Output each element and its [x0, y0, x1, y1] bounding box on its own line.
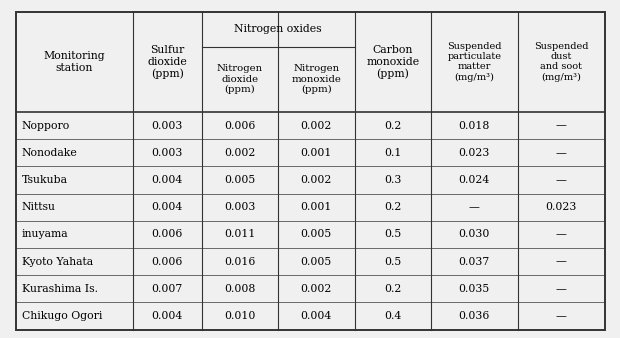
Text: 0.007: 0.007	[151, 284, 183, 294]
Text: Carbon
monoxide
(ppm): Carbon monoxide (ppm)	[366, 45, 419, 79]
Text: Monitoring
station: Monitoring station	[43, 51, 105, 73]
Text: —: —	[556, 121, 567, 130]
Text: 0.011: 0.011	[224, 230, 255, 239]
Text: 0.5: 0.5	[384, 230, 401, 239]
Text: 0.006: 0.006	[151, 230, 183, 239]
Text: 0.004: 0.004	[151, 202, 183, 212]
Text: Chikugo Ogori: Chikugo Ogori	[22, 311, 102, 321]
Text: 0.5: 0.5	[384, 257, 401, 267]
Text: 0.005: 0.005	[301, 230, 332, 239]
Text: 0.3: 0.3	[384, 175, 401, 185]
Text: —: —	[469, 202, 480, 212]
Text: 0.010: 0.010	[224, 311, 255, 321]
Text: 0.1: 0.1	[384, 148, 401, 158]
Text: 0.004: 0.004	[151, 175, 183, 185]
Text: 0.2: 0.2	[384, 202, 401, 212]
Text: 0.024: 0.024	[459, 175, 490, 185]
Text: Sulfur
dioxide
(ppm): Sulfur dioxide (ppm)	[148, 45, 187, 79]
Text: 0.002: 0.002	[301, 284, 332, 294]
Text: 0.003: 0.003	[151, 121, 183, 130]
Text: 0.001: 0.001	[301, 148, 332, 158]
Text: Nopporo: Nopporo	[22, 121, 70, 130]
Text: Tsukuba: Tsukuba	[22, 175, 68, 185]
Text: —: —	[556, 284, 567, 294]
Text: 0.023: 0.023	[546, 202, 577, 212]
Text: 0.005: 0.005	[224, 175, 255, 185]
Text: Nitrogen
dioxide
(ppm): Nitrogen dioxide (ppm)	[217, 65, 263, 94]
Text: 0.002: 0.002	[224, 148, 255, 158]
Text: —: —	[556, 230, 567, 239]
Text: —: —	[556, 257, 567, 267]
Text: Kyoto Yahata: Kyoto Yahata	[22, 257, 93, 267]
Text: Kurashima Is.: Kurashima Is.	[22, 284, 98, 294]
Text: 0.036: 0.036	[459, 311, 490, 321]
Text: 0.016: 0.016	[224, 257, 255, 267]
Text: 0.018: 0.018	[459, 121, 490, 130]
Text: 0.008: 0.008	[224, 284, 255, 294]
Text: Nonodake: Nonodake	[22, 148, 78, 158]
Text: 0.023: 0.023	[459, 148, 490, 158]
Text: Nitrogen oxides: Nitrogen oxides	[234, 24, 322, 34]
Text: inuyama: inuyama	[22, 230, 68, 239]
Text: —: —	[556, 148, 567, 158]
Text: Suspended
particulate
matter
(mg/m³): Suspended particulate matter (mg/m³)	[447, 42, 502, 82]
Text: 0.001: 0.001	[301, 202, 332, 212]
Text: 0.037: 0.037	[459, 257, 490, 267]
Text: 0.004: 0.004	[301, 311, 332, 321]
Text: Nittsu: Nittsu	[22, 202, 56, 212]
Text: Suspended
dust
and soot
(mg/m³): Suspended dust and soot (mg/m³)	[534, 42, 588, 82]
Text: 0.035: 0.035	[459, 284, 490, 294]
Text: 0.2: 0.2	[384, 121, 401, 130]
Text: Nitrogen
monoxide
(ppm): Nitrogen monoxide (ppm)	[291, 65, 341, 94]
Text: 0.2: 0.2	[384, 284, 401, 294]
Text: 0.006: 0.006	[151, 257, 183, 267]
Text: 0.003: 0.003	[151, 148, 183, 158]
Text: 0.002: 0.002	[301, 175, 332, 185]
Text: 0.4: 0.4	[384, 311, 401, 321]
Text: 0.006: 0.006	[224, 121, 255, 130]
Text: —: —	[556, 175, 567, 185]
Text: 0.003: 0.003	[224, 202, 255, 212]
Text: 0.002: 0.002	[301, 121, 332, 130]
Text: 0.004: 0.004	[151, 311, 183, 321]
Text: 0.030: 0.030	[459, 230, 490, 239]
Text: 0.005: 0.005	[301, 257, 332, 267]
Text: —: —	[556, 311, 567, 321]
